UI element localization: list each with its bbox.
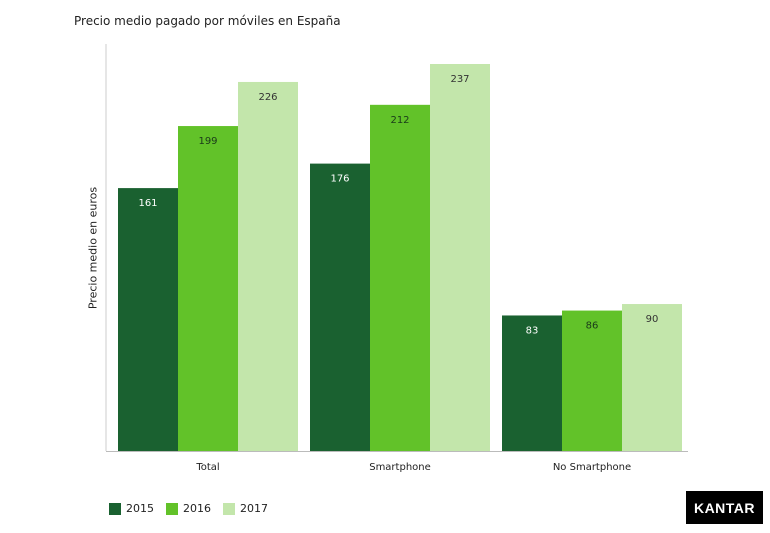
bar-2016-smartphone <box>370 104 430 451</box>
legend-swatch <box>166 502 178 515</box>
legend-swatch <box>223 502 235 515</box>
legend-item: 2015 <box>109 502 154 515</box>
legend-item: 2017 <box>223 502 268 515</box>
data-label: 199 <box>198 136 217 147</box>
bar-2015-no-smartphone <box>502 315 562 451</box>
legend: 2015 2016 2017 <box>109 502 280 515</box>
x-tick-label: Total <box>195 462 219 473</box>
legend-swatch <box>109 502 121 515</box>
legend-label: 2017 <box>240 502 268 515</box>
x-tick-label: No Smartphone <box>553 462 631 473</box>
kantar-logo: KANTAR <box>686 491 763 524</box>
bar-2015-smartphone <box>310 163 370 451</box>
x-tick-label: Smartphone <box>369 462 431 473</box>
data-label: 226 <box>258 92 277 103</box>
data-label: 86 <box>586 321 599 332</box>
legend-label: 2016 <box>183 502 211 515</box>
data-label: 90 <box>646 314 659 325</box>
data-label: 237 <box>450 74 469 85</box>
bar-2017-no-smartphone <box>622 304 682 451</box>
bar-2015-total <box>118 188 178 452</box>
legend-item: 2016 <box>166 502 211 515</box>
bar-2017-total <box>238 81 298 451</box>
legend-label: 2015 <box>126 502 154 515</box>
bar-2017-smartphone <box>430 64 490 451</box>
data-label: 212 <box>390 115 409 126</box>
bar-2016-no-smartphone <box>562 310 622 451</box>
data-label: 83 <box>526 325 539 336</box>
bar-2016-total <box>178 126 238 452</box>
data-label: 161 <box>138 198 157 209</box>
chart-title: Precio medio pagado por móviles en Españ… <box>74 14 341 28</box>
data-label: 176 <box>330 174 349 185</box>
